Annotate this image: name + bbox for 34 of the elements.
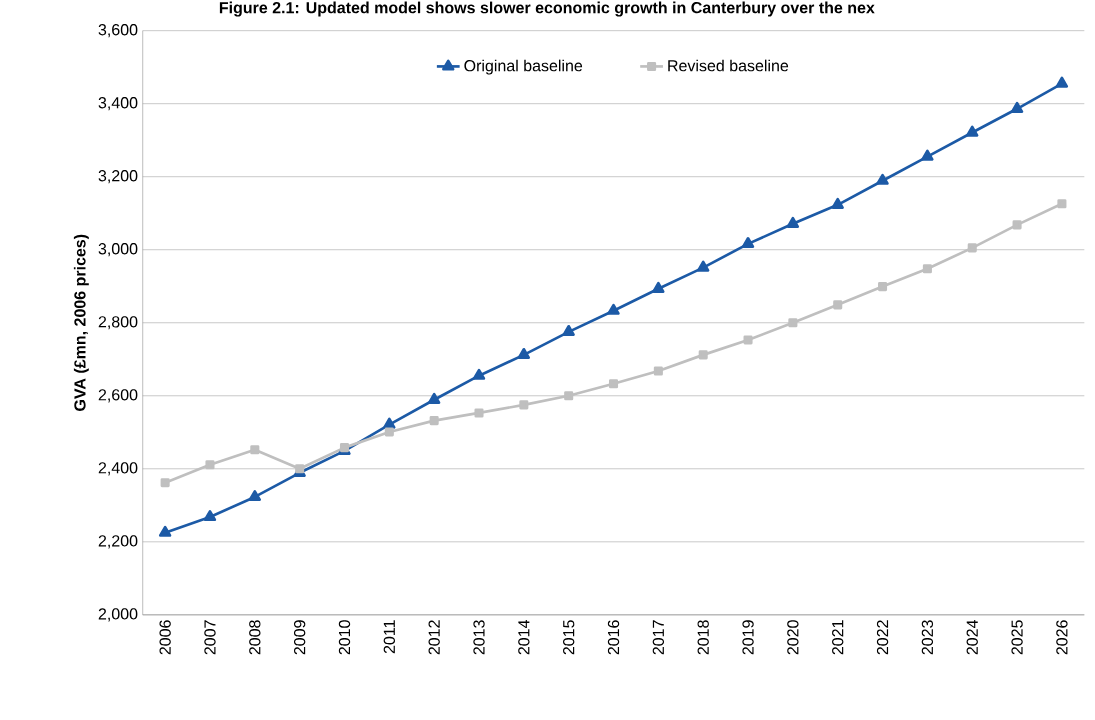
- y-tick-label: 3,200: [98, 170, 138, 184]
- y-tick-label: 3,600: [98, 23, 138, 38]
- x-tick-label: 2010: [338, 620, 351, 655]
- x-tick-label: 2012: [428, 620, 440, 655]
- y-tick-label: 2,800: [98, 316, 138, 330]
- x-tick-label: 2023: [921, 620, 934, 655]
- legend-label: Revised baseline: [668, 59, 789, 72]
- x-tick-label: 2009: [293, 620, 306, 655]
- x-tick-label: 2015: [563, 620, 575, 655]
- y-tick-label: 2,400: [98, 462, 138, 476]
- y-tick-label: 2,600: [98, 389, 138, 403]
- x-tick-label: 2026: [1056, 620, 1068, 655]
- x-tick-label: 2019: [742, 620, 754, 655]
- x-tick-label: 2025: [1011, 620, 1023, 655]
- x-tick-label: 2008: [249, 620, 261, 655]
- x-tick-label: 2014: [518, 619, 530, 655]
- x-tick-label: 2006: [159, 620, 171, 655]
- x-tick-label: 2018: [697, 620, 709, 655]
- chart-title: Figure 2.1: Updated model shows slower economic growth in Canterbury over the nex: [219, 1, 875, 17]
- y-tick-label: 3,000: [98, 243, 138, 257]
- x-tick-label: 2024: [966, 619, 978, 655]
- x-tick-label: 2007: [204, 620, 216, 655]
- y-tick-label: 3,400: [98, 96, 138, 111]
- x-tick-label: 2013: [473, 620, 485, 655]
- legend-label: Original baseline: [464, 59, 583, 75]
- x-tick-label: 2017: [652, 620, 665, 655]
- y-tick-label: 2,200: [98, 535, 138, 549]
- x-tick-label: 2022: [876, 620, 889, 655]
- x-tick-label: 2011: [383, 620, 395, 654]
- y-axis-title: GVA (£mn, 2006 prices): [73, 234, 89, 411]
- x-tick-label: 2016: [607, 620, 620, 655]
- x-tick-label: 2021: [832, 620, 844, 655]
- y-tick-label: 2,000: [98, 608, 138, 622]
- x-tick-label: 2020: [787, 620, 799, 655]
